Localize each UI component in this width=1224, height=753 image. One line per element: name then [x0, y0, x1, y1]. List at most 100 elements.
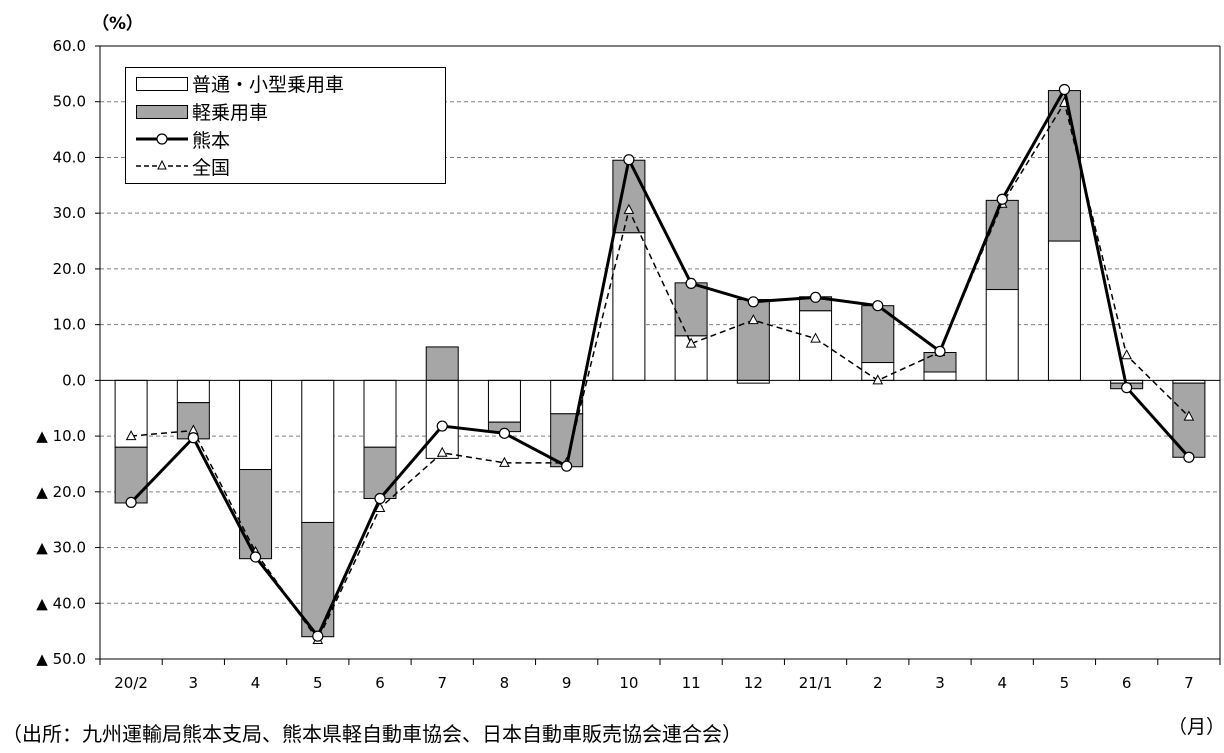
- legend-label-kumamoto: 熊本: [192, 129, 231, 152]
- x-tick-label: 9: [562, 674, 572, 692]
- bar-futsu: [425, 379, 459, 459]
- y-tick-label: ▲ 20.0: [36, 483, 86, 501]
- marker-kumamoto: [623, 154, 635, 166]
- marker-kumamoto: [685, 277, 697, 289]
- y-tick-label: 20.0: [53, 260, 86, 278]
- y-tick-label: 50.0: [53, 93, 86, 111]
- marker-national: [1183, 410, 1195, 421]
- marker-kumamoto: [374, 492, 386, 505]
- marker-kumamoto: [996, 193, 1008, 205]
- marker-national: [748, 314, 759, 325]
- bar-futsu: [612, 232, 646, 381]
- legend-label-futsu: 普通・小型乗用車: [192, 73, 345, 96]
- y-tick-label: ▲ 10.0: [36, 427, 86, 445]
- bar-kei: [425, 346, 459, 381]
- x-tick-label: 4: [997, 674, 1007, 692]
- x-tick-label: 2: [873, 674, 883, 692]
- x-tick-label: 3: [935, 674, 945, 692]
- bar-kei: [1047, 90, 1081, 242]
- bar-futsu: [363, 379, 397, 448]
- x-tick-label: 7: [1184, 674, 1194, 692]
- marker-kumamoto: [187, 432, 199, 444]
- x-tick-label: 21/1: [799, 674, 833, 692]
- y-tick-label: 0.0: [62, 371, 86, 389]
- marker-national: [872, 374, 884, 385]
- bar-futsu: [239, 379, 273, 471]
- marker-kumamoto: [125, 496, 137, 509]
- marker-kumamoto: [934, 345, 946, 357]
- bar-futsu: [301, 379, 335, 523]
- bar-kei: [736, 299, 770, 381]
- x-tick-label: 7: [437, 674, 447, 692]
- marker-kumamoto: [312, 630, 324, 642]
- x-tick-label: 5: [313, 674, 323, 692]
- x-tick-label: 6: [1122, 674, 1132, 692]
- marker-kumamoto: [1183, 451, 1195, 463]
- legend-item-kumamoto: 熊本: [134, 127, 231, 152]
- marker-kumamoto: [1121, 382, 1133, 394]
- line-kumamoto: [130, 85, 1191, 640]
- marker-kumamoto: [436, 420, 448, 432]
- y-tick-label: 60.0: [53, 37, 86, 55]
- bar-kei: [674, 282, 708, 337]
- x-tick-label: 8: [500, 674, 510, 692]
- marker-kumamoto: [249, 551, 262, 563]
- marker-national: [623, 203, 635, 214]
- bar-kei: [363, 446, 397, 500]
- legend-item-kei: 軽乗用車: [134, 99, 269, 124]
- bar-kei: [239, 469, 273, 560]
- x-tick-label: 4: [251, 674, 261, 692]
- legend-item-national: 全国: [134, 154, 231, 179]
- legend-item-futsu: 普通・小型乗用車: [134, 71, 345, 96]
- x-tick-label: 12: [744, 674, 763, 692]
- axes: [95, 45, 1221, 665]
- marker-kumamoto: [747, 296, 759, 308]
- marker-national: [1121, 349, 1132, 360]
- tick-labels: 60.0 50.0 40.0 30.0 20.0 10.0 0.0 ▲ 10.0 ▲ 20.0 ▲…: [36, 37, 1193, 692]
- x-tick-label: 11: [682, 674, 701, 692]
- source-note: （出所：九州運輸局熊本支局、熊本県軽自動車協会、日本自動車販売協会連合会）: [2, 722, 742, 746]
- x-axis-unit: （月）: [1168, 716, 1224, 738]
- bar-futsu: [176, 379, 210, 404]
- bar-kei: [612, 159, 646, 234]
- bar-futsu: [1047, 240, 1081, 381]
- marker-kumamoto: [1058, 83, 1071, 96]
- marker-national: [436, 446, 448, 457]
- bar-kei: [985, 199, 1019, 291]
- marker-national: [499, 456, 510, 467]
- grid: [100, 45, 1220, 604]
- marker-kumamoto: [809, 291, 822, 303]
- marker-national: [125, 430, 137, 441]
- y-tick-label: ▲ 40.0: [36, 594, 86, 612]
- marker-kumamoto: [872, 300, 884, 312]
- legend: 普通・小型乗用車 軽乗用車 熊本 全国: [125, 67, 446, 184]
- bar-futsu: [985, 289, 1019, 381]
- marker-national: [374, 501, 386, 512]
- marker-national: [685, 337, 697, 348]
- bar-kei: [114, 446, 148, 504]
- y-tick-label: 40.0: [53, 148, 86, 166]
- legend-swatch-kumamoto: [134, 128, 190, 150]
- marker-kumamoto: [498, 427, 511, 439]
- marker-national: [810, 332, 821, 343]
- x-tick-label: 3: [189, 674, 199, 692]
- x-tick-label: 20/2: [114, 674, 148, 692]
- x-tick-label: 5: [1060, 674, 1070, 692]
- marker-kumamoto: [561, 460, 573, 472]
- legend-label-kei: 軽乗用車: [192, 101, 269, 124]
- y-tick-label: 30.0: [53, 204, 86, 222]
- legend-swatch-kei: [134, 100, 190, 122]
- series-lines: [125, 83, 1195, 645]
- x-tick-label: 6: [375, 674, 385, 692]
- y-tick-label: ▲ 30.0: [36, 539, 86, 557]
- legend-swatch-national: [134, 155, 190, 177]
- bar-futsu: [487, 379, 521, 423]
- legend-label-national: 全国: [192, 156, 231, 179]
- bar-futsu: [923, 371, 957, 381]
- y-tick-label: ▲ 50.0: [36, 650, 86, 668]
- y-tick-label: 10.0: [53, 316, 86, 334]
- x-tick-label: 10: [619, 674, 638, 692]
- legend-swatch-futsu: [134, 72, 190, 94]
- y-axis-unit: （%）: [92, 14, 144, 34]
